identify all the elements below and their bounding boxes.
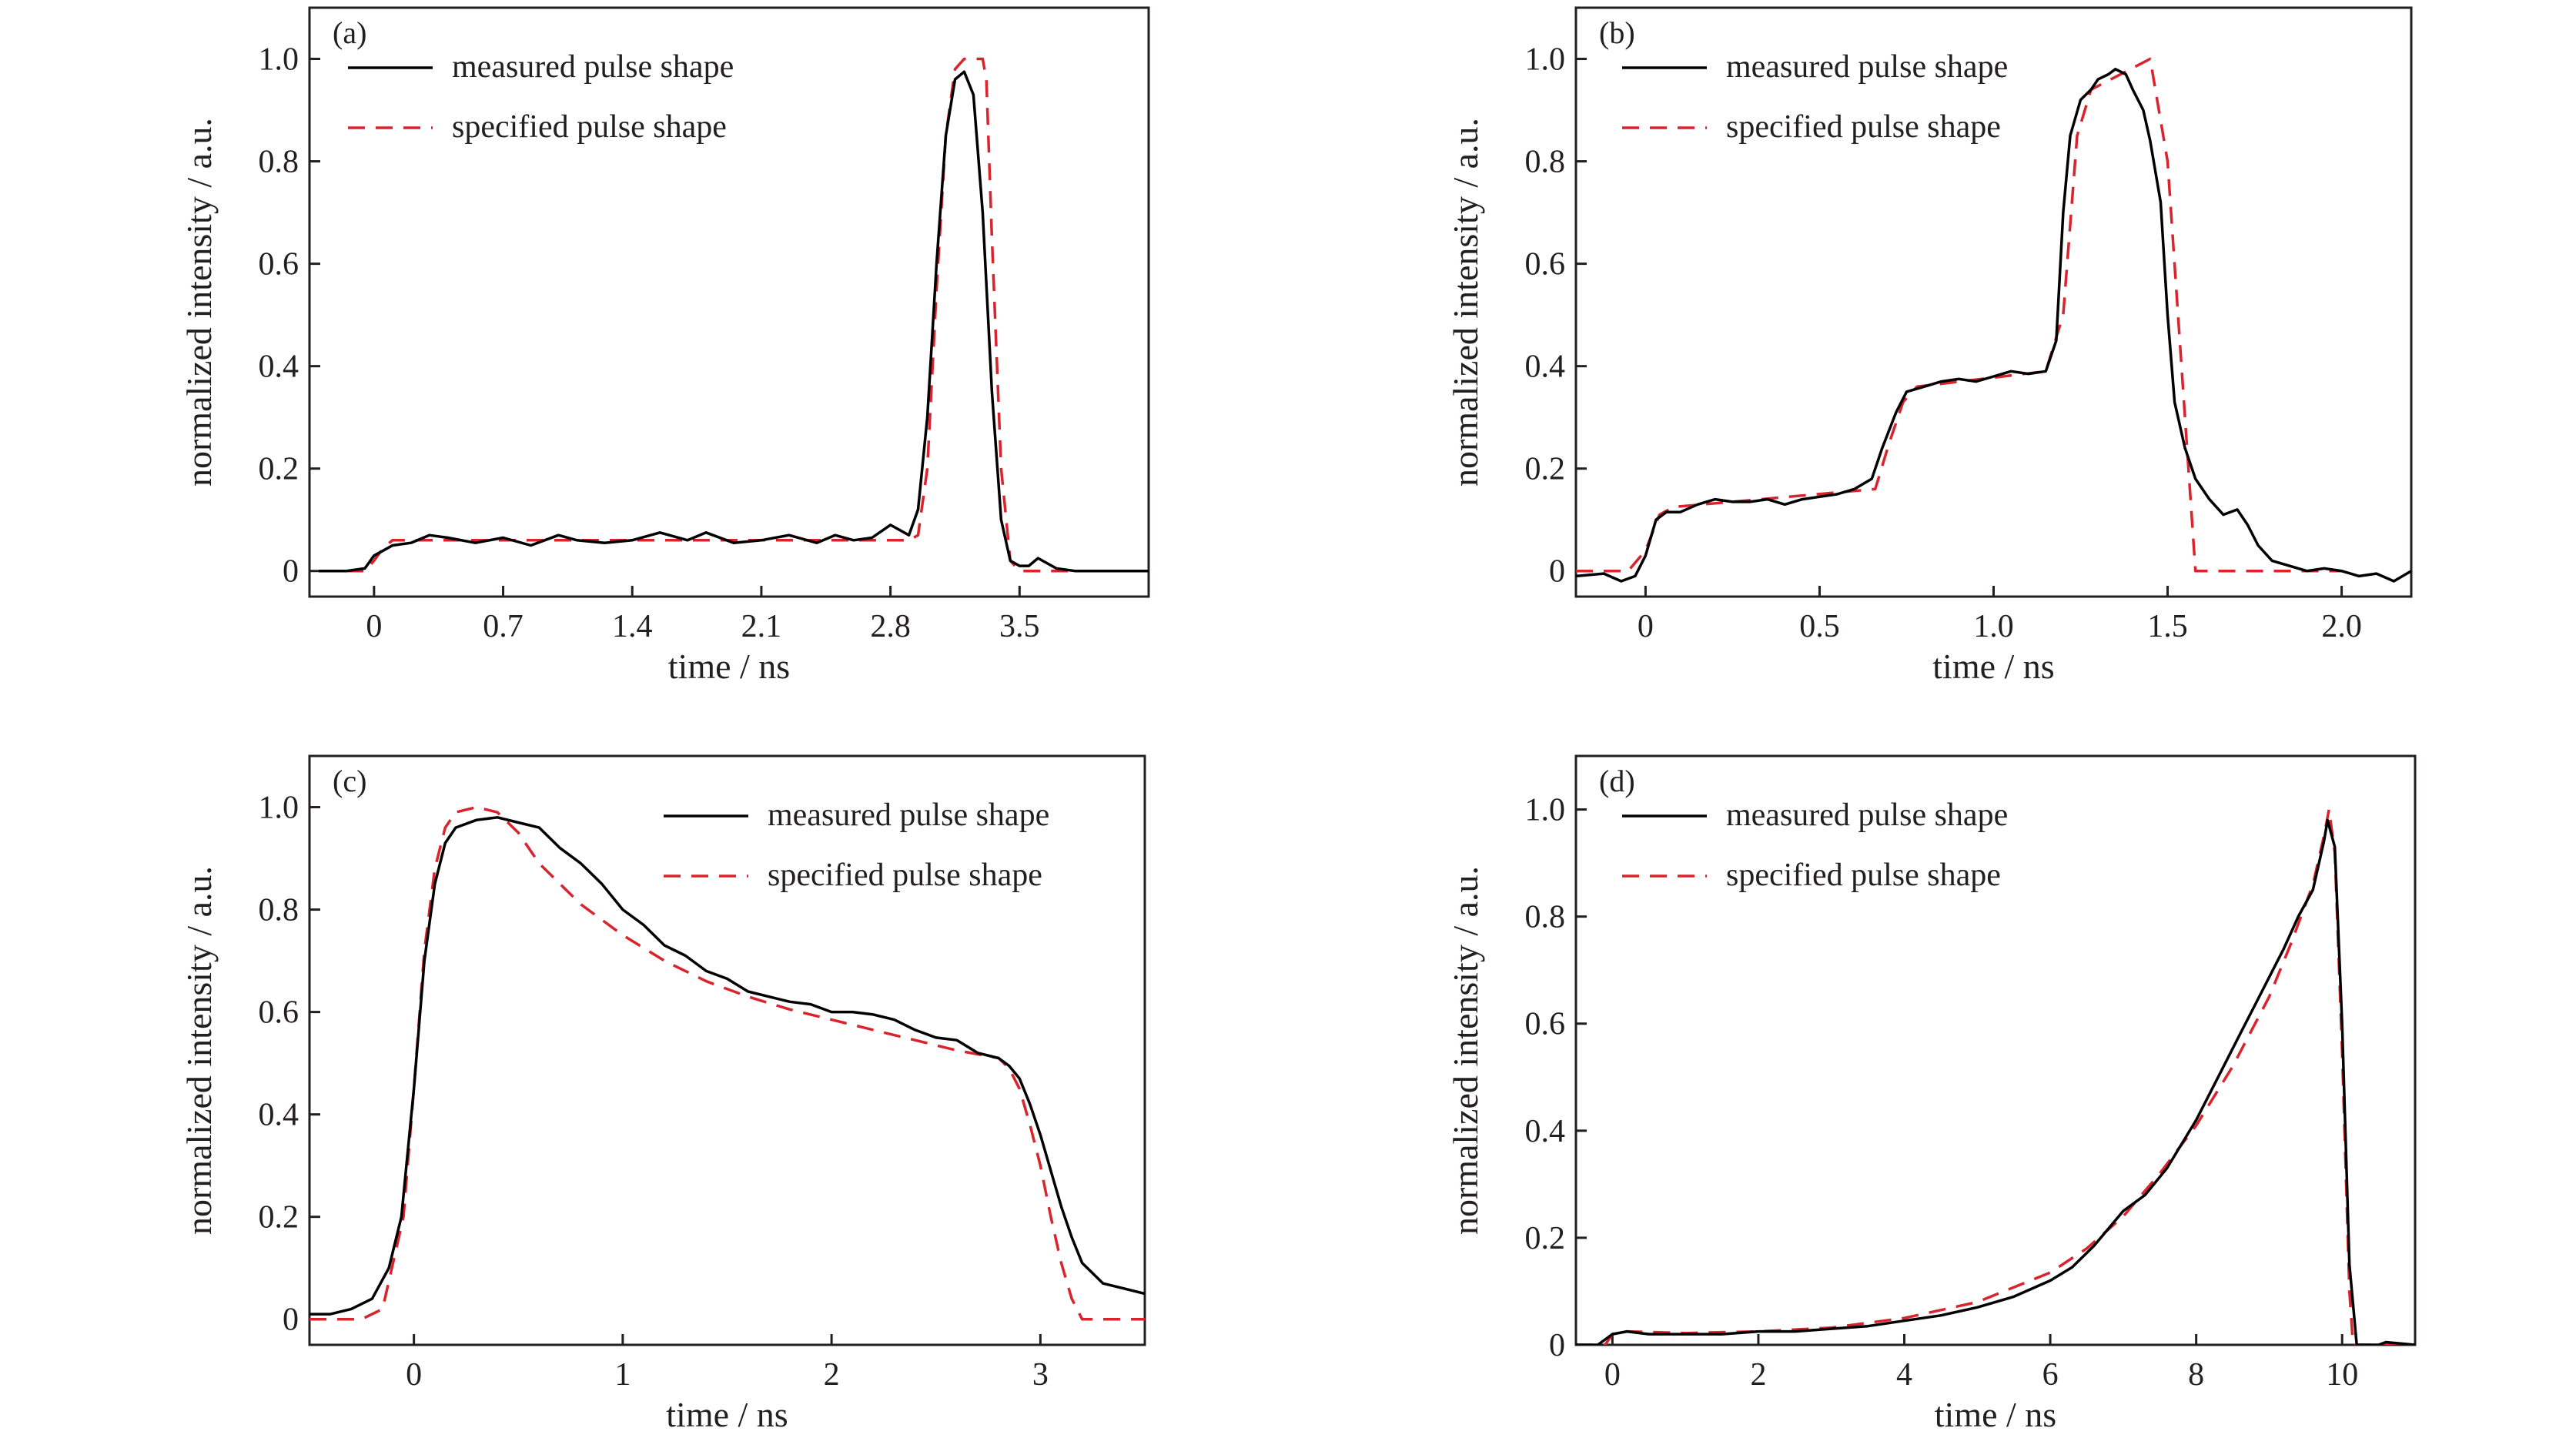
x-tick-label: 2.8 <box>870 609 911 644</box>
x-tick-label: 2 <box>1750 1357 1766 1393</box>
y-tick-label: 0.2 <box>259 1200 299 1236</box>
plot-frame <box>308 6 1150 598</box>
x-tick-label: 0 <box>1638 609 1654 644</box>
x-tick-label: 0.7 <box>483 609 524 644</box>
panel-label: (c) <box>333 764 366 798</box>
y-axis-label: normalized intensity / a.u. <box>1446 866 1485 1235</box>
y-tick-label: 1.0 <box>1525 793 1566 828</box>
y-axis-label: normalized intensity / a.u. <box>1446 118 1485 487</box>
legend-label-specified: specified pulse shape <box>452 109 727 145</box>
y-tick-label: 0.8 <box>1525 900 1566 935</box>
x-tick-label: 2.1 <box>741 609 782 644</box>
legend-label-measured: measured pulse shape <box>1726 49 2008 85</box>
y-tick-label: 0.8 <box>259 893 299 928</box>
y-tick-label: 0.6 <box>1525 1007 1566 1042</box>
y-tick-label: 0.2 <box>1525 1221 1566 1256</box>
panel-label: (d) <box>1599 764 1635 798</box>
legend-label-specified: specified pulse shape <box>1726 109 2001 145</box>
measured-pulse-line <box>319 70 1149 573</box>
legend-label-measured: measured pulse shape <box>768 798 1049 833</box>
panel-label: (b) <box>1599 15 1635 50</box>
y-axis-label: normalized intensity / a.u. <box>179 866 219 1235</box>
y-tick-label: 0.8 <box>1525 145 1566 180</box>
panel-d: 0 2 4 6 8 10 0 0.2 0.4 0.6 0.8 1.0 time / ns normaliz… <box>1446 754 2417 1434</box>
legend-label-specified: specified pulse shape <box>768 858 1042 893</box>
y-tick-label: 0 <box>1549 554 1565 590</box>
x-tick-label: 8 <box>2188 1357 2204 1393</box>
y-tick-label: 0.2 <box>259 452 299 487</box>
y-tick-label: 0 <box>1549 1328 1565 1363</box>
plot-frame <box>1574 6 2413 598</box>
x-tick-label: 2 <box>824 1357 840 1393</box>
y-tick-label: 1.0 <box>259 42 299 78</box>
panel-a: 0 0.7 1.4 2.1 2.8 3.5 0 0.2 0.4 0.6 0.8 1.0 time / n… <box>179 6 1150 686</box>
legend-label-measured: measured pulse shape <box>1726 798 2008 833</box>
x-tick-label: 6 <box>2042 1357 2059 1393</box>
x-tick-label: 1 <box>614 1357 631 1393</box>
specified-pulse-line <box>319 57 1149 573</box>
panel-c: 0 1 2 3 0 0.2 0.4 0.6 0.8 1.0 time / ns normalized … <box>179 754 1146 1434</box>
y-tick-label: 0.4 <box>259 349 299 385</box>
x-tick-label: 1.5 <box>2147 609 2188 644</box>
plot-frame <box>308 754 1146 1346</box>
measured-pulse-line <box>1576 68 2411 583</box>
x-axis-label: time / ns <box>666 1395 788 1434</box>
y-axis-label: normalized intensity / a.u. <box>179 118 219 487</box>
y-tick-label: 1.0 <box>259 791 299 826</box>
x-tick-label: 1.4 <box>612 609 653 644</box>
y-tick-label: 0.4 <box>1525 349 1566 385</box>
x-tick-label: 4 <box>1896 1357 1912 1393</box>
x-tick-label: 0 <box>366 609 382 644</box>
x-tick-label: 3 <box>1032 1357 1049 1393</box>
x-tick-label: 0 <box>406 1357 422 1393</box>
y-tick-label: 0.2 <box>1525 452 1566 487</box>
x-tick-label: 2.0 <box>2321 609 2362 644</box>
y-tick-label: 0.6 <box>259 247 299 283</box>
x-tick-label: 0 <box>1604 1357 1621 1393</box>
y-tick-label: 0 <box>283 554 299 590</box>
plot-frame <box>1574 754 2417 1346</box>
specified-pulse-line <box>309 805 1145 1321</box>
measured-pulse-line <box>1576 818 2415 1345</box>
panel-label: (a) <box>333 15 366 50</box>
x-tick-label: 10 <box>2326 1357 2358 1393</box>
y-tick-label: 0.4 <box>1525 1114 1566 1149</box>
x-tick-label: 0.5 <box>1799 609 1840 644</box>
legend-label-measured: measured pulse shape <box>452 49 734 85</box>
y-tick-label: 1.0 <box>1525 42 1566 78</box>
y-tick-label: 0.6 <box>259 995 299 1031</box>
y-tick-label: 0.6 <box>1525 247 1566 283</box>
y-tick-label: 0.4 <box>259 1098 299 1133</box>
measured-pulse-line <box>309 816 1145 1316</box>
x-axis-label: time / ns <box>668 647 790 686</box>
x-axis-label: time / ns <box>1935 1395 2056 1434</box>
y-tick-label: 0 <box>283 1303 299 1338</box>
x-tick-label: 1.0 <box>1973 609 2014 644</box>
y-tick-label: 0.8 <box>259 145 299 180</box>
x-axis-label: time / ns <box>1932 647 2054 686</box>
legend-label-specified: specified pulse shape <box>1726 858 2001 893</box>
x-tick-label: 3.5 <box>999 609 1040 644</box>
